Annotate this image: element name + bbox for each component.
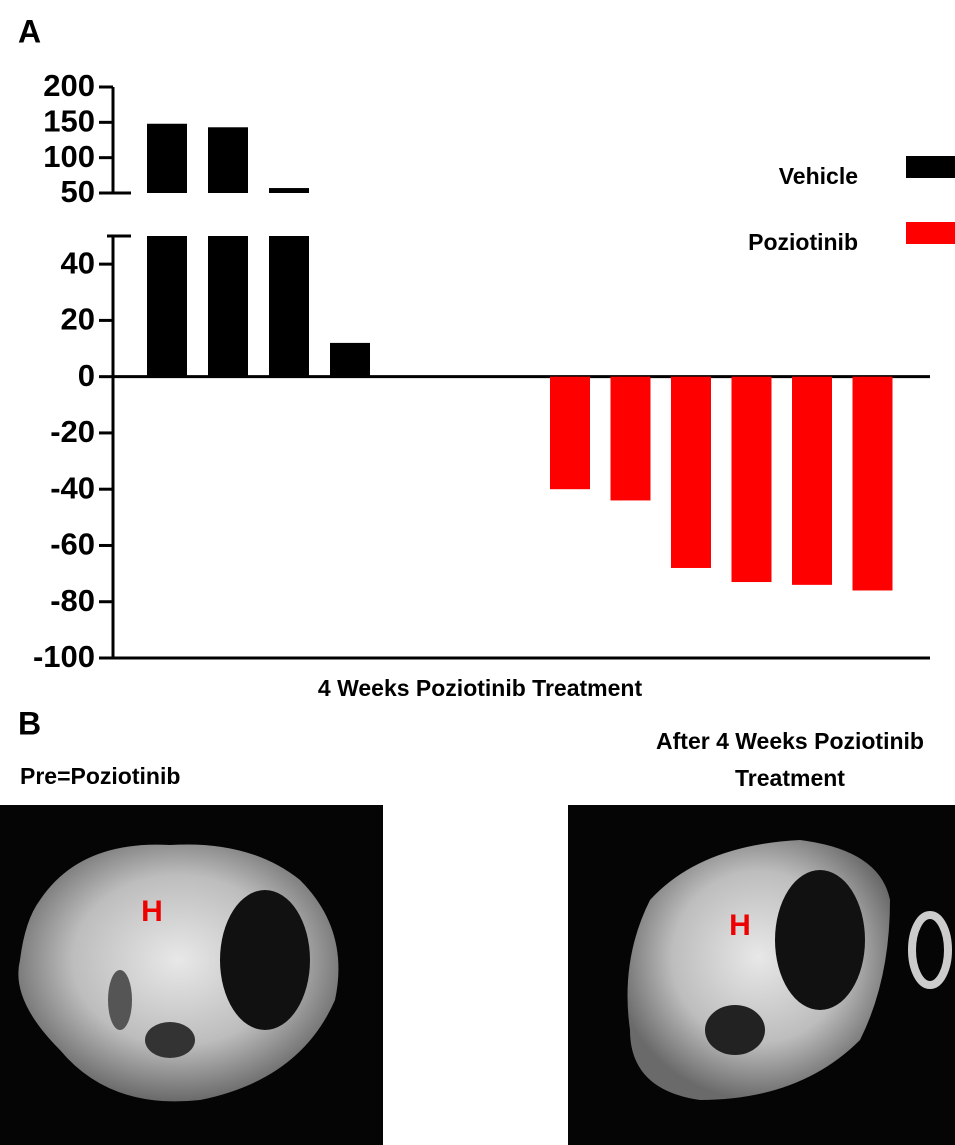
figure: A B 4 Weeks Poziotinib Treatment Pre=Poz… — [0, 0, 955, 1145]
image-marker: H — [729, 909, 751, 942]
bar — [792, 377, 832, 585]
y-tick-label: 150 — [43, 104, 95, 139]
x-axis-label: 4 Weeks Poziotinib Treatment — [318, 675, 643, 701]
y-tick-label: 200 — [43, 68, 95, 103]
y-tick-label: -20 — [50, 414, 95, 449]
bar — [147, 236, 187, 377]
panel-label: A — [18, 13, 41, 49]
image-title: Treatment — [735, 765, 845, 791]
legend-swatch — [906, 222, 955, 244]
bar — [147, 124, 187, 193]
bar — [208, 236, 248, 377]
legend-swatch — [906, 156, 955, 178]
mri-image: H — [568, 805, 955, 1145]
bar — [671, 377, 711, 568]
legend-label: Vehicle — [779, 163, 858, 189]
y-tick-label: -80 — [50, 583, 95, 618]
bar — [269, 188, 309, 193]
image-marker: H — [141, 895, 163, 928]
y-tick-label: 50 — [61, 174, 95, 209]
bar — [208, 127, 248, 193]
legend-label: Poziotinib — [748, 229, 858, 255]
y-tick-label: 20 — [61, 302, 95, 337]
y-tick-label: -100 — [33, 639, 95, 674]
bar — [853, 377, 893, 591]
bar — [611, 377, 651, 501]
image-title: Pre=Poziotinib — [20, 763, 180, 789]
bar — [269, 236, 309, 377]
y-tick-label: 0 — [78, 358, 95, 393]
y-tick-label: -40 — [50, 470, 95, 505]
y-tick-label: -60 — [50, 527, 95, 562]
mri-image: H — [0, 805, 383, 1145]
bar — [330, 343, 370, 377]
y-tick-label: 100 — [43, 139, 95, 174]
y-tick-label: 40 — [61, 245, 95, 280]
bar — [732, 377, 772, 582]
bar — [550, 377, 590, 490]
image-title: After 4 Weeks Poziotinib — [656, 728, 924, 754]
panel-label: B — [18, 705, 41, 741]
